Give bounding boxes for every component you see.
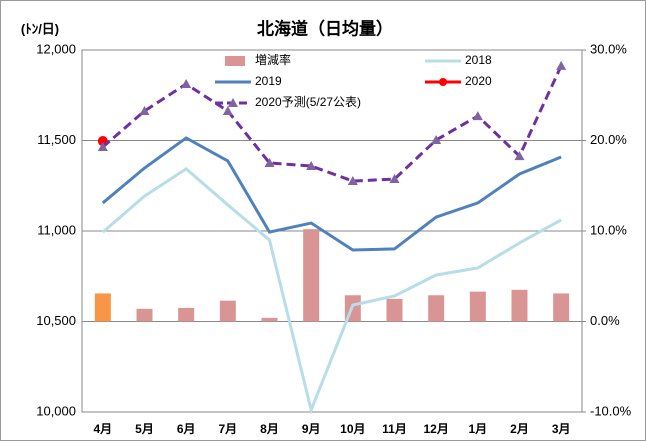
x-tick-label: 8月: [260, 422, 279, 436]
x-tick-label: 1月: [468, 422, 487, 436]
x-tick-label: 9月: [302, 422, 321, 436]
x-tick-label: 11月: [382, 422, 407, 436]
bar: [469, 291, 486, 322]
bar: [261, 317, 278, 322]
y2-tick-label: 30.0%: [590, 41, 627, 56]
legend-marker: [439, 78, 447, 86]
marker: [389, 174, 400, 184]
marker: [431, 134, 442, 144]
legend-label: 増減率: [255, 52, 291, 67]
x-tick-label: 7月: [218, 422, 237, 436]
legend-marker: [228, 98, 238, 107]
y2-tick-label: 20.0%: [590, 132, 627, 147]
plot-border: [81, 49, 583, 413]
legend-label: 2020予測(5/27公表): [255, 95, 361, 109]
legend-swatch: [225, 56, 245, 66]
y2-tick-label: 0.0%: [590, 313, 620, 328]
marker: [139, 105, 150, 115]
x-tick-label: 10月: [340, 422, 365, 436]
y2-tick-label: 10.0%: [590, 222, 627, 237]
bar: [178, 307, 195, 322]
x-tick-label: 4月: [93, 422, 112, 436]
marker: [347, 176, 358, 186]
marker: [222, 105, 233, 115]
y-tick-label: 12,000: [36, 41, 76, 56]
marker: [556, 60, 567, 70]
x-tick-label: 6月: [177, 422, 196, 436]
bar: [94, 293, 111, 322]
bar: [428, 295, 445, 322]
bar: [136, 308, 153, 322]
y-tick-label: 10,500: [36, 313, 76, 328]
marker: [306, 161, 317, 171]
bar: [303, 229, 320, 322]
marker: [97, 142, 108, 152]
x-tick-label: 5月: [135, 422, 154, 436]
y-tick-label: 10,000: [36, 403, 76, 418]
legend-label: 2020: [465, 74, 492, 88]
marker: [472, 111, 483, 121]
marker: [514, 151, 525, 161]
bar: [386, 298, 403, 322]
y-tick-label: 11,500: [37, 132, 76, 147]
marker: [181, 79, 192, 89]
bar: [511, 289, 528, 322]
y2-tick-label: -10.0%: [590, 403, 632, 418]
x-tick-label: 3月: [552, 422, 571, 436]
line: [101, 167, 562, 415]
legend-label: 2019: [255, 74, 282, 88]
x-tick-label: 2月: [510, 422, 529, 436]
bar: [553, 293, 570, 322]
marker: [264, 157, 275, 167]
line: [101, 65, 563, 183]
bar: [219, 300, 236, 322]
line: [101, 136, 562, 252]
y-tick-label: 11,000: [37, 222, 76, 237]
legend-label: 2018: [465, 53, 492, 67]
x-tick-label: 12月: [423, 422, 448, 436]
chart-title: 北海道（日均量）: [257, 18, 393, 38]
y-axis-label: (ﾄﾝ/日): [21, 21, 59, 36]
